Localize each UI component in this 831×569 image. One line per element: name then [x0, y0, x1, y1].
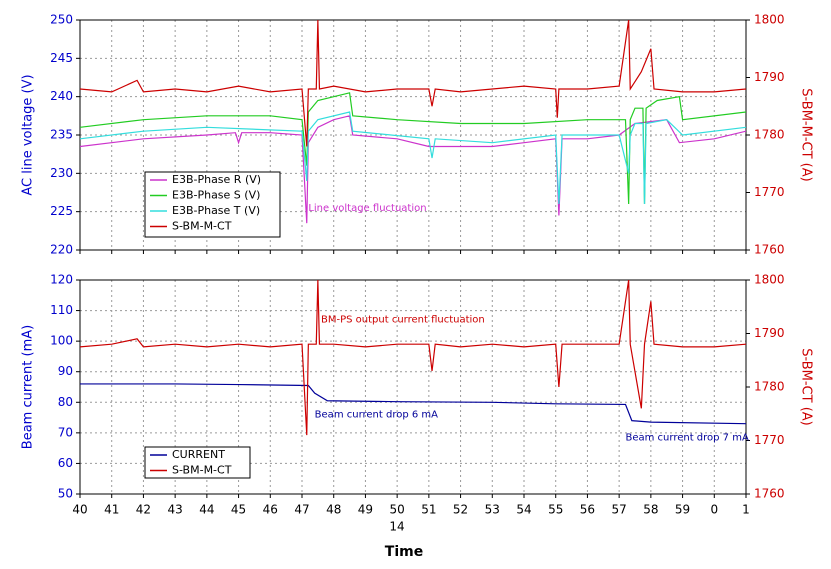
legend-box: [144, 171, 281, 238]
y2-tick-label: 1770: [754, 433, 785, 447]
legend-label: CURRENT: [172, 448, 225, 461]
y2-tick-label: 1780: [754, 380, 785, 394]
y2-tick-label: 1770: [754, 185, 785, 199]
y-axis-label: Beam current (mA): [21, 325, 36, 449]
x-tick-label: 50: [390, 503, 405, 517]
annotation: Line voltage fluctuation: [308, 203, 426, 214]
annotation: Beam current drop 6 mA: [315, 410, 438, 421]
annotation: BM-PS output current fluctuation: [321, 315, 485, 326]
x-tick-label: 55: [548, 503, 563, 517]
y2-tick-label: 1760: [754, 243, 785, 257]
legend-box: [144, 446, 251, 479]
x-tick-label: 53: [485, 503, 500, 517]
series-line: [80, 20, 746, 147]
y-tick-label: 235: [50, 128, 73, 142]
y2-tick-label: 1800: [754, 13, 785, 27]
series-line: [80, 111, 746, 205]
y2-tick-label: 1790: [754, 326, 785, 340]
y-tick-label: 110: [50, 303, 73, 317]
y-tick-label: 245: [50, 51, 73, 65]
x-tick-label: 0: [710, 503, 718, 517]
legend-label: S-BM-M-CT: [172, 220, 232, 233]
x-tick-label: 40: [72, 503, 87, 517]
y-tick-label: 60: [58, 456, 73, 470]
y2-tick-label: 1760: [754, 487, 785, 501]
x-tick-label: 56: [580, 503, 595, 517]
y-tick-label: 90: [58, 364, 73, 378]
y2-tick-label: 1780: [754, 128, 785, 142]
y-tick-label: 230: [50, 166, 73, 180]
legend-label: E3B-Phase R (V): [172, 173, 261, 186]
x-sublabel: 14: [389, 520, 404, 534]
y-tick-label: 240: [50, 89, 73, 103]
y-axis-label: AC line voltage (V): [21, 74, 36, 195]
series-line: [80, 115, 746, 224]
x-tick-label: 52: [453, 503, 468, 517]
legend-label: E3B-Phase T (V): [172, 204, 260, 217]
legend-label: E3B-Phase S (V): [172, 189, 260, 202]
annotation: Beam current drop 7 mA: [625, 432, 748, 443]
y2-axis-label: S-BM-M-CT (A): [799, 88, 814, 181]
x-tick-label: 45: [231, 503, 246, 517]
series-line: [80, 92, 746, 205]
y-tick-label: 225: [50, 204, 73, 218]
y-tick-label: 250: [50, 13, 73, 27]
x-tick-label: 42: [136, 503, 151, 517]
x-tick-label: 49: [358, 503, 373, 517]
legend-label: S-BM-M-CT: [172, 464, 232, 477]
y2-tick-label: 1800: [754, 273, 785, 287]
x-tick-label: 43: [168, 503, 183, 517]
x-tick-label: 47: [294, 503, 309, 517]
x-tick-label: 51: [421, 503, 436, 517]
x-tick-label: 59: [675, 503, 690, 517]
y-tick-label: 50: [58, 487, 73, 501]
series-line: [80, 280, 746, 436]
x-tick-label: 1: [742, 503, 750, 517]
x-tick-label: 44: [199, 503, 214, 517]
y-tick-label: 100: [50, 334, 73, 348]
y-tick-label: 120: [50, 273, 73, 287]
y-tick-label: 70: [58, 425, 73, 439]
y2-axis-label: S-BM-CT (A): [799, 348, 814, 426]
x-tick-label: 58: [643, 503, 658, 517]
plot-frame: [79, 19, 747, 251]
y-tick-label: 220: [50, 243, 73, 257]
series-line: [80, 383, 746, 425]
x-tick-label: 48: [326, 503, 341, 517]
x-tick-label: 57: [612, 503, 627, 517]
x-tick-label: 46: [263, 503, 278, 517]
x-axis-label: Time: [385, 544, 423, 560]
x-tick-label: 54: [516, 503, 531, 517]
x-tick-label: 41: [104, 503, 119, 517]
plot-frame: [79, 279, 747, 495]
y2-tick-label: 1790: [754, 70, 785, 84]
y-tick-label: 80: [58, 395, 73, 409]
